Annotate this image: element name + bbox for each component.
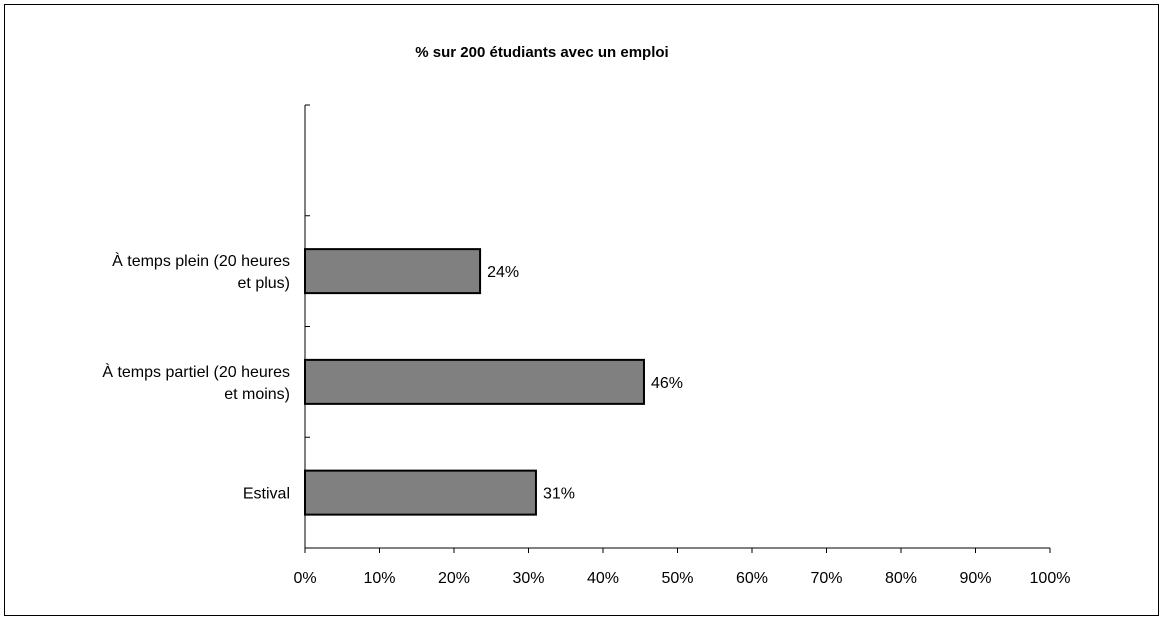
bar: [304, 358, 645, 405]
x-tick-label: 20%: [438, 570, 470, 587]
data-label: 24%: [487, 264, 519, 281]
x-tick-label: 40%: [587, 570, 619, 587]
bar-chart: % sur 200 étudiants avec un emploi 0% 10%…: [102, 44, 1071, 587]
bar: [304, 248, 482, 295]
category-label: et moins): [224, 386, 290, 403]
chart-title: % sur 200 étudiants avec un emploi: [415, 44, 668, 61]
category-label: À temps plein (20 heures: [112, 251, 290, 270]
x-tick-label: 100%: [1030, 570, 1071, 587]
data-label: 46%: [651, 375, 683, 392]
category-label: Estival: [243, 486, 290, 503]
x-tick-label: 70%: [810, 570, 842, 587]
x-tick-label: 50%: [661, 570, 693, 587]
x-tick-label: 10%: [363, 570, 395, 587]
x-tick-label: 0%: [293, 570, 316, 587]
x-tick-label: 90%: [959, 570, 991, 587]
data-label: 31%: [543, 486, 575, 503]
x-tick-label: 30%: [512, 570, 544, 587]
category-label: et plus): [238, 275, 290, 292]
x-tick-label: 80%: [885, 570, 917, 587]
plot-area: 0% 10% 20% 30% 40% 50% 60% 70% 80% 90% 100% 24% À te…: [102, 104, 1071, 587]
category-label: À temps partiel (20 heures: [102, 362, 290, 381]
bar: [304, 469, 537, 516]
chart-frame: % sur 200 étudiants avec un emploi 0% 10%…: [4, 4, 1159, 616]
x-tick-label: 60%: [736, 570, 768, 587]
